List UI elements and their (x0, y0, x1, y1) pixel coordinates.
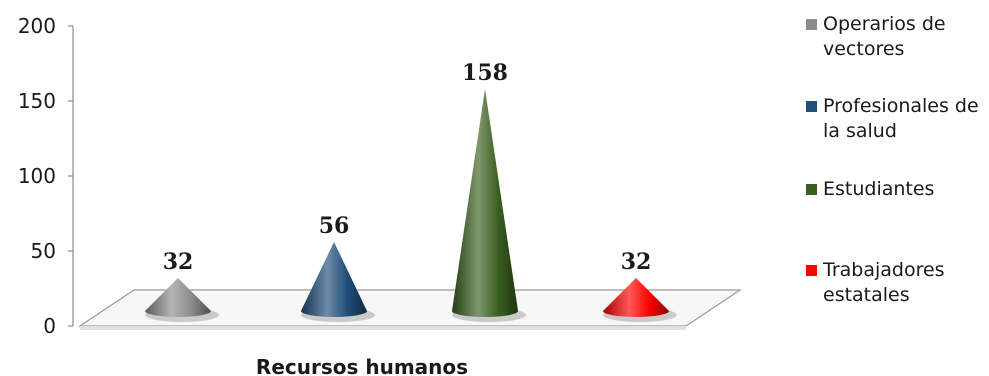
y-tick-label: 0 (43, 314, 56, 338)
legend-swatch (806, 265, 817, 276)
cone-body (301, 242, 367, 317)
legend-swatch (806, 19, 817, 30)
legend-item-trabajadores: Trabajadores estatales (806, 258, 983, 308)
y-tick-label: 200 (18, 14, 56, 38)
data-label: 32 (621, 249, 652, 275)
cone-body (452, 89, 518, 317)
y-tick-label: 100 (18, 164, 56, 188)
cone-1: 32 (145, 249, 219, 322)
floor-edge (80, 326, 686, 330)
cone-series-group: 32 56 158 32 (145, 60, 677, 322)
legend-item-estudiantes: Estudiantes (806, 177, 983, 202)
data-label: 158 (462, 60, 508, 86)
cone-body (145, 278, 211, 317)
cone-4: 32 (603, 249, 677, 322)
legend-label: Estudiantes (823, 178, 935, 200)
y-tick-label: 50 (31, 239, 56, 263)
legend-item-operarios: Operarios de vectores (806, 12, 983, 62)
x-axis-label: Recursos humanos (256, 355, 468, 376)
data-label: 56 (319, 213, 350, 239)
cone-body (603, 278, 669, 317)
y-axis: 0 50 100 150 200 (18, 14, 74, 338)
legend-item-profesionales: Profesionales de la salud (806, 94, 983, 144)
cone-chart: 0 50 100 150 200 32 56 158 32 Recursos humanos (18, 14, 742, 376)
cone-2: 56 (301, 213, 375, 322)
cone-3: 158 (452, 60, 526, 322)
legend-label: Profesionales de la salud (823, 95, 979, 142)
y-tick-label: 150 (18, 89, 56, 113)
chart-floor (78, 289, 742, 330)
data-label: 32 (163, 249, 194, 275)
legend-swatch (806, 184, 817, 195)
legend-label: Operarios de vectores (823, 13, 946, 60)
legend-swatch (806, 101, 817, 112)
legend-label: Trabajadores estatales (823, 259, 945, 306)
